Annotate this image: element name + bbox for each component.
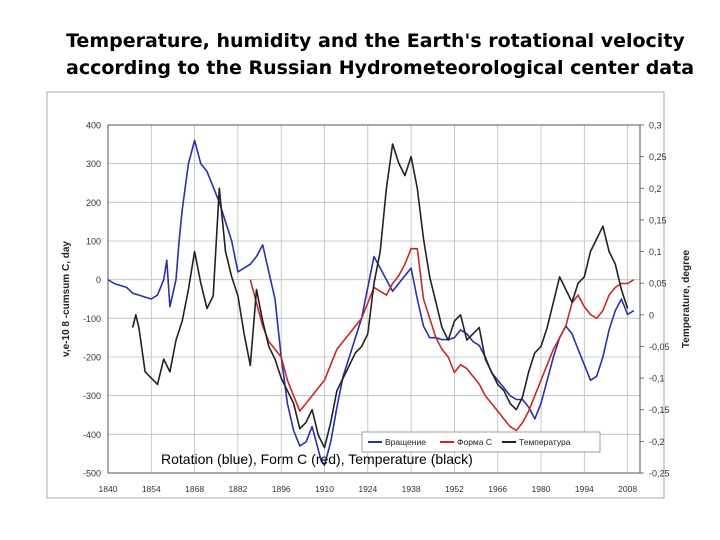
series-line-2 <box>131 143 629 449</box>
series-lines <box>107 139 635 467</box>
y-axis-label: v,e-10 8 -cumsum C, day <box>61 241 72 357</box>
y2-tick-label: -0,2 <box>649 437 665 447</box>
legend: Вращение Форма С Температура <box>361 431 601 453</box>
y2-tick-label: 0,1 <box>649 247 662 257</box>
y-tick-label: -100 <box>83 314 101 324</box>
legend-label-2: Температура <box>519 437 571 447</box>
y-tick-label: 0 <box>96 275 101 285</box>
y2-tick-label: 0,3 <box>649 121 662 131</box>
y-tick-label: 300 <box>86 159 101 169</box>
x-tick-label: 1924 <box>358 484 377 494</box>
y-tick-label: 200 <box>86 198 101 208</box>
y-tick-label: 100 <box>86 237 101 247</box>
legend-label-1: Форма С <box>457 437 492 447</box>
y-tick-label: -200 <box>83 353 101 363</box>
plot-area <box>107 124 641 474</box>
y2-tick-label: 0,25 <box>649 152 667 162</box>
y2-axis-label: Temperature, degree <box>681 249 692 348</box>
series-line-1 <box>249 247 635 432</box>
slide-title-line-1: Temperature, humidity and the Earth's ro… <box>66 30 685 52</box>
y2-tick-label: 0,2 <box>649 184 662 194</box>
y2-tick-label: -0,1 <box>649 374 665 384</box>
y2-tick-label: -0,15 <box>649 405 670 415</box>
y-tick-label: -300 <box>83 391 101 401</box>
y2-tick-label: 0 <box>649 310 654 320</box>
x-tick-label: 1994 <box>575 484 594 494</box>
x-tick-label: 1896 <box>272 484 291 494</box>
x-axis: 1840 1854 1868 1882 1896 1910 1924 1938 1952 1966… <box>99 484 638 494</box>
y2-tick-label: 0,15 <box>649 215 667 225</box>
right-axis: 0,3 0,25 0,2 0,15 0,1 0,05 0 -0,05 -0,1 -0,15 -0,2… <box>640 121 670 479</box>
x-tick-label: 1854 <box>142 484 161 494</box>
y2-tick-label: -0,25 <box>649 469 670 479</box>
y-tick-label: -400 <box>83 430 101 440</box>
slide-title: Temperature, humidity and the Earth's ro… <box>66 28 706 82</box>
x-tick-label: 2008 <box>618 484 637 494</box>
x-tick-label: 1910 <box>315 484 334 494</box>
x-tick-label: 1966 <box>488 484 507 494</box>
chart-frame <box>46 91 665 499</box>
x-tick-label: 1840 <box>99 484 118 494</box>
y-tick-label: -500 <box>83 469 101 479</box>
y2-tick-label: -0,05 <box>649 342 670 352</box>
x-tick-label: 1882 <box>228 484 247 494</box>
legend-box <box>361 431 601 453</box>
x-tick-label: 1952 <box>445 484 464 494</box>
chart-caption: Rotation (blue), Form C (red), Temperatu… <box>161 451 473 467</box>
y2-tick-label: 0,05 <box>649 279 667 289</box>
x-tick-label: 1938 <box>402 484 421 494</box>
series-line-0 <box>107 139 635 467</box>
left-axis: 400 300 200 100 0 -100 -200 -300 -400 -500 <box>83 121 101 479</box>
y-tick-label: 400 <box>86 121 101 131</box>
legend-label-0: Вращение <box>385 437 426 447</box>
x-tick-label: 1980 <box>532 484 551 494</box>
slide-title-line-2: according to the Russian Hydrometeorolog… <box>66 57 695 79</box>
x-tick-label: 1868 <box>185 484 204 494</box>
